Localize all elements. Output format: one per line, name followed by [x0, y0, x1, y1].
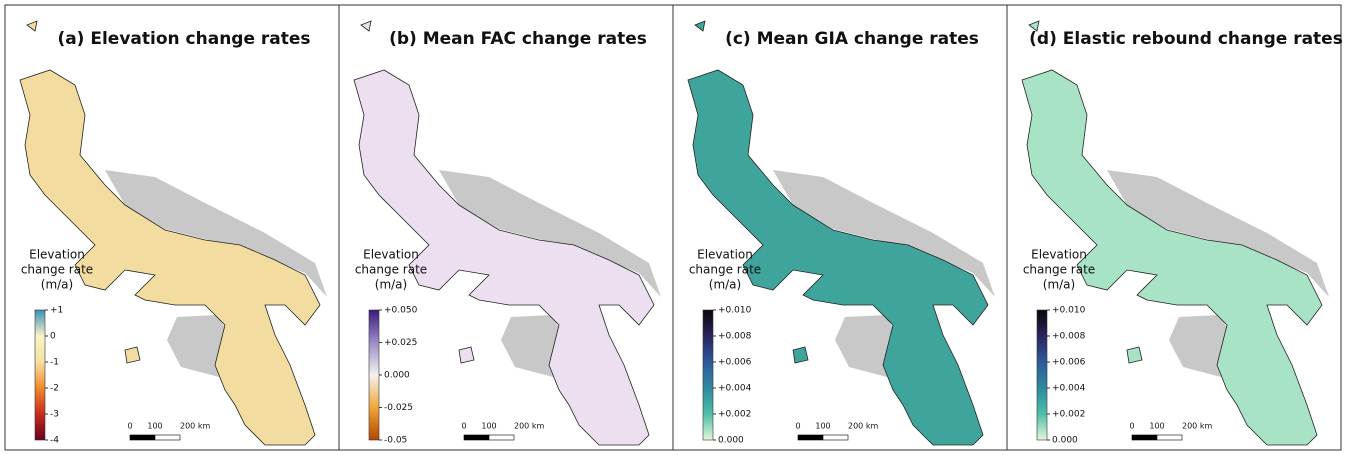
panel-title: (c) Mean GIA change rates: [725, 29, 979, 49]
island: [792, 346, 809, 364]
colorbar: [702, 309, 714, 441]
panel-title: (a) Elevation change rates: [57, 29, 310, 49]
panel-title: (b) Mean FAC change rates: [389, 29, 647, 49]
colorbar-tick-label: +0.006: [718, 358, 752, 368]
scale-bar: [129, 434, 156, 441]
colorbar-tick-label: -1: [50, 358, 59, 368]
island: [26, 20, 38, 32]
legend-title: Elevation: [697, 248, 753, 262]
scale-label: 0: [795, 422, 800, 431]
land-mask: [19, 69, 321, 446]
scale-label: 100: [815, 422, 830, 431]
legend-title: change rate: [355, 263, 427, 277]
colorbar-tick-label: +0.008: [1052, 332, 1086, 342]
ice-shelf: [439, 170, 661, 297]
scale-label: 200 km: [1182, 422, 1212, 431]
legend-title: change rate: [1023, 263, 1095, 277]
panel: (a) Elevation change rates Elevationchang…: [4, 4, 340, 451]
colorbar-tick-label: +0.006: [1052, 358, 1086, 368]
colorbar-tick-label: +0.050: [384, 306, 418, 316]
scale-label: 200 km: [180, 422, 210, 431]
scale-bar: [822, 434, 849, 441]
scale-label: 100: [481, 422, 496, 431]
colorbar-tick-label: +0.010: [718, 306, 752, 316]
scale-label: 100: [147, 422, 162, 431]
colorbar-tick-label: -2: [50, 384, 59, 394]
panel: (d) Elastic rebound change rates Elevatio…: [1006, 4, 1343, 451]
legend-title: Elevation: [29, 248, 85, 262]
scale-label: 0: [127, 422, 132, 431]
scale-label: 200 km: [848, 422, 878, 431]
colorbar-tick-label: +0.025: [384, 338, 417, 348]
colorbar-tick-label: 0.000: [718, 436, 744, 446]
island: [360, 20, 372, 32]
legend-title: (m/a): [1043, 278, 1075, 292]
colorbar-tick-label: +0.008: [718, 332, 752, 342]
colorbar-tick-label: 0.000: [1052, 436, 1078, 446]
colorbar: [34, 309, 46, 441]
colorbar-tick-label: +0.010: [1052, 306, 1086, 316]
scale-bar: [488, 434, 515, 441]
colorbar-tick-label: +1: [50, 306, 63, 316]
colorbar-tick-label: +0.004: [1052, 384, 1086, 394]
colorbar-tick-label: -0.025: [384, 403, 413, 413]
legend-title: Elevation: [1031, 248, 1087, 262]
colorbar-tick-label: -4: [50, 436, 59, 446]
scale-label: 100: [1149, 422, 1164, 431]
island: [694, 20, 706, 32]
legend-title: change rate: [21, 263, 93, 277]
scale-bar: [1156, 434, 1183, 441]
colorbar-tick-label: 0.000: [384, 371, 410, 381]
colorbar: [368, 309, 380, 441]
legend-title: (m/a): [375, 278, 407, 292]
scale-bar: [797, 434, 824, 441]
scale-label: 200 km: [514, 422, 544, 431]
land-mask: [353, 69, 655, 446]
legend-title: (m/a): [41, 278, 73, 292]
colorbar: [1036, 309, 1048, 441]
scale-bar: [463, 434, 490, 441]
island: [1028, 20, 1040, 32]
scale-bar: [154, 434, 181, 441]
legend-title: (m/a): [709, 278, 741, 292]
panel: (c) Mean GIA change rates Elevationchange…: [672, 4, 1008, 451]
island: [1126, 346, 1143, 364]
ice-shelf: [1107, 170, 1329, 297]
scale-label: 0: [1129, 422, 1134, 431]
land-mask: [1021, 69, 1323, 446]
legend-title: change rate: [689, 263, 761, 277]
colorbar-tick-label: +0.004: [718, 384, 752, 394]
colorbar-tick-label: +0.002: [1052, 410, 1085, 420]
land-mask: [687, 69, 989, 446]
colorbar-tick-label: -3: [50, 410, 59, 420]
panel-title: (d) Elastic rebound change rates: [1029, 29, 1343, 49]
legend-title: Elevation: [363, 248, 419, 262]
panel: (b) Mean FAC change rates Elevationchange…: [338, 4, 674, 451]
island: [124, 346, 141, 364]
colorbar-tick-label: -0.05: [384, 436, 407, 446]
colorbar-tick-label: +0.002: [718, 410, 751, 420]
scale-label: 0: [461, 422, 466, 431]
colorbar-tick-label: 0: [50, 332, 56, 342]
scale-bar: [1131, 434, 1158, 441]
ice-shelf: [105, 170, 327, 297]
ice-shelf: [773, 170, 995, 297]
island: [458, 346, 475, 364]
